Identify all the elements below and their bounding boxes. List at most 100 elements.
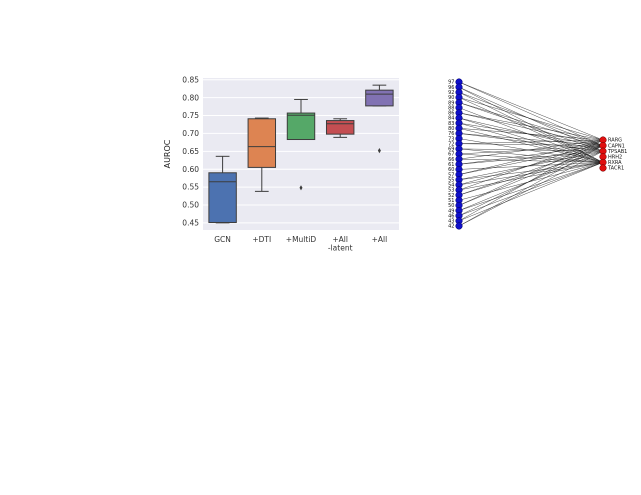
edge bbox=[458, 150, 604, 196]
left-node-label: 89 bbox=[448, 100, 454, 106]
x-tick-label: +MultiD bbox=[286, 235, 317, 244]
y-tick-label: 0.45 bbox=[182, 218, 199, 227]
left-node-label: 86 bbox=[448, 111, 454, 117]
edge bbox=[458, 162, 604, 201]
right-node-label: RXRA bbox=[608, 160, 622, 166]
left-node-label: 66 bbox=[448, 157, 454, 163]
box-3 bbox=[286, 98, 316, 191]
y-tick-label: 0.50 bbox=[182, 201, 199, 210]
box-iqr bbox=[208, 172, 237, 223]
edge bbox=[458, 162, 604, 222]
edge bbox=[458, 151, 604, 227]
edge bbox=[458, 162, 604, 186]
edge bbox=[458, 122, 604, 146]
edge bbox=[458, 145, 604, 155]
box-iqr bbox=[286, 112, 316, 141]
edge bbox=[458, 145, 604, 227]
box-1 bbox=[208, 155, 237, 224]
left-node-label: 83 bbox=[448, 121, 454, 127]
left-node-label: 72 bbox=[448, 141, 454, 147]
y-tick-label: 0.75 bbox=[182, 111, 199, 120]
edge bbox=[458, 97, 604, 141]
edge bbox=[458, 112, 604, 146]
y-axis-label: AUROC bbox=[163, 139, 172, 168]
left-node-label: 90 bbox=[448, 95, 454, 101]
edge bbox=[458, 162, 604, 216]
left-node-label: 51 bbox=[448, 198, 454, 204]
edge bbox=[458, 81, 604, 146]
left-node-label: 97 bbox=[448, 80, 454, 86]
outlier-point bbox=[299, 185, 303, 191]
y-tick-label: 0.60 bbox=[182, 165, 199, 174]
right-node-label: RARG bbox=[608, 138, 622, 144]
edge bbox=[458, 112, 604, 141]
left-node-label: 46 bbox=[448, 213, 454, 219]
right-node-label: HRH2 bbox=[608, 155, 622, 161]
box-5 bbox=[365, 84, 394, 154]
box-iqr bbox=[247, 118, 277, 168]
left-node-label: 73 bbox=[448, 136, 454, 142]
right-node-label: TPSAB1 bbox=[607, 149, 627, 155]
edge bbox=[458, 145, 604, 196]
left-node-label: 52 bbox=[448, 193, 454, 199]
edge bbox=[458, 162, 604, 191]
left-node-label: 43 bbox=[448, 219, 454, 225]
left-node-label: 80 bbox=[448, 126, 454, 132]
edge bbox=[458, 128, 604, 141]
left-node-label: 76 bbox=[448, 131, 454, 137]
drug-target-network: 9796929089888684838076737269676661605755… bbox=[448, 78, 627, 230]
left-node-label: 96 bbox=[448, 85, 454, 91]
edge bbox=[458, 139, 604, 222]
edge bbox=[458, 145, 604, 175]
box-4 bbox=[325, 118, 355, 138]
left-node-label: 50 bbox=[448, 203, 454, 209]
left-node-label: 67 bbox=[448, 152, 454, 158]
left-node-label: 53 bbox=[448, 188, 454, 194]
left-node bbox=[455, 222, 463, 230]
edge bbox=[458, 143, 604, 146]
y-tick-label: 0.70 bbox=[182, 129, 199, 138]
x-tick-label: +All -latent bbox=[328, 235, 353, 253]
y-tick-label: 0.55 bbox=[182, 183, 199, 192]
edge bbox=[458, 145, 604, 206]
edge bbox=[458, 133, 604, 146]
auroc-boxplot: 0.45 0.50 0.55 0.60 0.65 0.70 0.75 0.80 0.85 GCN… bbox=[163, 75, 399, 253]
edge bbox=[458, 128, 604, 163]
box-2 bbox=[247, 117, 277, 192]
left-node-label: 57 bbox=[448, 172, 454, 178]
left-node-label: 60 bbox=[448, 167, 454, 173]
x-tick-label: GCN bbox=[214, 235, 231, 244]
edge bbox=[458, 139, 604, 191]
edge bbox=[458, 162, 604, 180]
box-iqr bbox=[365, 89, 394, 107]
left-node-label: 84 bbox=[448, 116, 454, 122]
outlier-point bbox=[377, 148, 381, 154]
edge bbox=[458, 97, 604, 163]
right-node bbox=[599, 164, 607, 172]
edge bbox=[458, 145, 604, 165]
edge bbox=[458, 158, 604, 163]
edge bbox=[458, 139, 604, 160]
left-node-label: 54 bbox=[448, 183, 454, 189]
left-node-label: 49 bbox=[448, 208, 454, 214]
left-node-label: 55 bbox=[448, 177, 454, 183]
edge bbox=[458, 117, 604, 152]
left-node-label: 61 bbox=[448, 162, 454, 168]
edge bbox=[458, 139, 604, 175]
left-node-label: 88 bbox=[448, 105, 454, 111]
x-tick-label: +DTI bbox=[252, 235, 271, 244]
left-node-label: 69 bbox=[448, 147, 454, 153]
edge bbox=[458, 117, 604, 163]
edge bbox=[458, 81, 604, 141]
edge bbox=[458, 102, 604, 146]
box-iqr bbox=[325, 120, 355, 135]
y-tick-label: 0.80 bbox=[182, 93, 199, 102]
edge bbox=[458, 86, 604, 163]
edge bbox=[458, 139, 604, 144]
left-node-label: 42 bbox=[448, 224, 454, 230]
edge bbox=[458, 162, 604, 211]
left-node-label: 92 bbox=[448, 90, 454, 96]
y-tick-label: 0.85 bbox=[182, 75, 199, 84]
edge bbox=[458, 148, 604, 163]
